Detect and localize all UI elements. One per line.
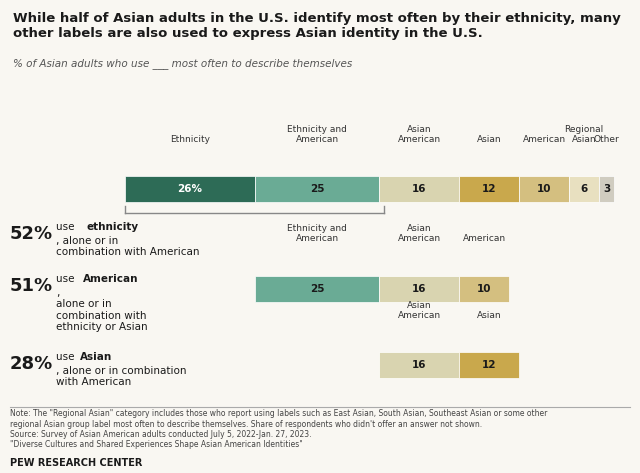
Text: Asian
American: Asian American — [398, 224, 441, 243]
Text: 6: 6 — [580, 184, 588, 194]
Text: Asian
American: Asian American — [398, 300, 441, 320]
Bar — [519, 176, 569, 202]
Bar — [255, 176, 380, 202]
Text: , alone or in
combination with American: , alone or in combination with American — [56, 236, 199, 257]
Bar — [380, 176, 460, 202]
Text: Ethnicity: Ethnicity — [170, 135, 210, 144]
Text: Asian
American: Asian American — [398, 124, 441, 144]
Bar — [599, 176, 614, 202]
Text: use: use — [56, 352, 77, 362]
Text: ethnicity: ethnicity — [86, 222, 138, 232]
Text: 16: 16 — [412, 283, 427, 294]
Text: 25: 25 — [310, 283, 324, 294]
Text: Other: Other — [594, 135, 620, 144]
Text: PEW RESEARCH CENTER: PEW RESEARCH CENTER — [10, 458, 142, 468]
Bar — [255, 275, 380, 302]
Bar — [125, 176, 255, 202]
Text: Asian: Asian — [477, 311, 502, 320]
Bar — [460, 352, 519, 378]
Bar — [380, 275, 460, 302]
Text: 25: 25 — [310, 184, 324, 194]
Text: 28%: 28% — [10, 355, 53, 373]
Text: Note: The "Regional Asian" category includes those who report using labels such : Note: The "Regional Asian" category incl… — [10, 409, 547, 449]
Text: While half of Asian adults in the U.S. identify most often by their ethnicity, m: While half of Asian adults in the U.S. i… — [13, 12, 621, 40]
Text: 52%: 52% — [10, 225, 52, 243]
Text: American: American — [523, 135, 566, 144]
Text: American: American — [463, 234, 506, 243]
Text: 10: 10 — [477, 283, 492, 294]
Text: 12: 12 — [482, 184, 497, 194]
Text: Regional
Asian: Regional Asian — [564, 124, 604, 144]
Text: Asian: Asian — [80, 352, 112, 362]
Text: 16: 16 — [412, 184, 427, 194]
Text: 16: 16 — [412, 360, 427, 370]
Text: Ethnicity and
American: Ethnicity and American — [287, 124, 347, 144]
Bar — [460, 275, 509, 302]
Bar — [460, 176, 519, 202]
Text: Asian: Asian — [477, 135, 502, 144]
Text: use: use — [56, 222, 77, 232]
Text: American: American — [83, 274, 138, 284]
Text: 12: 12 — [482, 360, 497, 370]
Text: 51%: 51% — [10, 277, 52, 295]
Text: 10: 10 — [537, 184, 552, 194]
Text: ,
alone or in
combination with
ethnicity or Asian: , alone or in combination with ethnicity… — [56, 288, 147, 333]
Text: 26%: 26% — [177, 184, 202, 194]
Text: % of Asian adults who use ___ most often to describe themselves: % of Asian adults who use ___ most often… — [13, 58, 352, 69]
Text: , alone or in combination
with American: , alone or in combination with American — [56, 366, 186, 387]
Text: 3: 3 — [603, 184, 610, 194]
Text: Ethnicity and
American: Ethnicity and American — [287, 224, 347, 243]
Bar — [380, 352, 460, 378]
Bar — [569, 176, 599, 202]
Text: use: use — [56, 274, 77, 284]
